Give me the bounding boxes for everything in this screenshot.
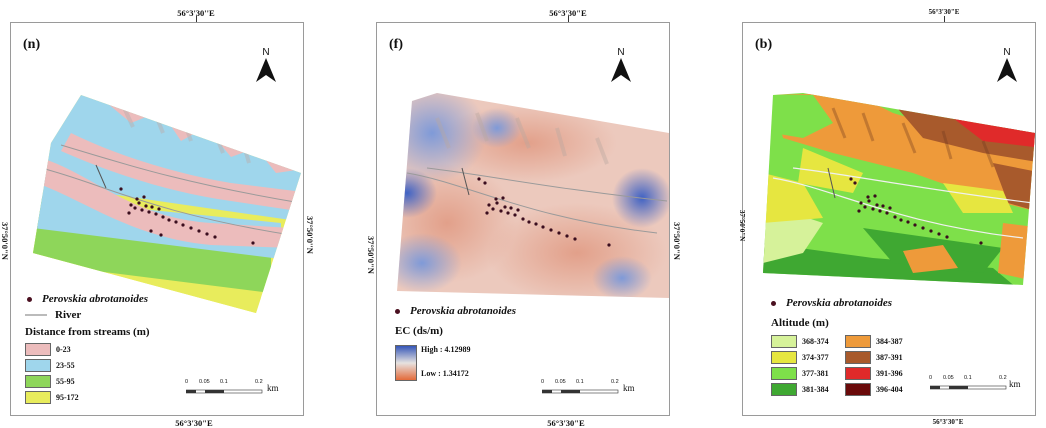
swatch-55-95	[25, 375, 51, 388]
bottom-coordinate-f: 56°3'30"E	[547, 418, 585, 428]
north-arrow: N	[609, 47, 633, 87]
left-coordinate-n: 37°50'0"N	[0, 222, 10, 260]
panel-label: (n)	[23, 37, 41, 52]
legend-species: Perovskia abrotanoides	[395, 305, 516, 317]
north-arrow: N	[995, 47, 1019, 87]
swatch-381-384	[771, 383, 797, 396]
map-panel-f: (f) N	[376, 22, 670, 416]
swatch-387-391	[845, 351, 871, 364]
coordinate-tick	[944, 16, 945, 22]
river-line-icon	[25, 314, 47, 317]
ec-color-ramp	[395, 345, 417, 381]
north-arrow-icon	[611, 58, 631, 82]
top-coordinate-n: 56°3'30''E	[177, 8, 215, 18]
legend-title: Altitude (m)	[771, 317, 829, 329]
bottom-coordinate-n: 56°3'30"E	[175, 418, 213, 428]
legend-species: Perovskia abrotanoides	[27, 293, 148, 305]
legend-class: 374-377	[771, 351, 829, 364]
legend-class: 387-391	[845, 351, 903, 364]
legend-class: 391-396	[845, 367, 903, 380]
legend-river: River	[25, 309, 81, 321]
altitude-map	[763, 93, 1035, 285]
legend-class: 381-384	[771, 383, 829, 396]
occurrence-points	[119, 187, 255, 245]
swatch-0-23	[25, 343, 51, 356]
legend-class: 384-387	[845, 335, 903, 348]
panel-label: (f)	[389, 37, 403, 52]
swatch-23-55	[25, 359, 51, 372]
top-coordinate-f: 56°3'30"E	[549, 8, 587, 18]
north-arrow: N	[254, 47, 278, 87]
north-arrow-icon	[256, 58, 276, 82]
species-dot-icon	[771, 300, 776, 306]
map-panel-b: (b) N	[742, 22, 1036, 416]
legend-class: 95-172	[25, 391, 79, 404]
legend-title: Distance from streams (m)	[25, 326, 150, 338]
species-dot-icon	[27, 296, 32, 302]
top-coordinate-b: 56°3'30"E	[928, 8, 960, 16]
legend-species: Perovskia abrotanoides	[771, 297, 892, 309]
occurrence-points	[849, 177, 983, 245]
occurrence-points	[477, 177, 611, 247]
scale-bar: 0 0.05 0.1 0.2 km	[541, 379, 635, 394]
left-coordinate-f: 37°50'0"N	[366, 236, 376, 274]
distance-map	[33, 95, 301, 313]
species-dot-icon	[395, 308, 400, 314]
legend-class: 368-374	[771, 335, 829, 348]
legend-class: 377-381	[771, 367, 829, 380]
map-panel-n: (n) N Perovs	[10, 22, 304, 416]
panel-label: (b)	[755, 37, 773, 52]
swatch-374-377	[771, 351, 797, 364]
coordinate-tick	[196, 16, 197, 22]
ramp-high-label: High : 4.12989	[421, 345, 471, 354]
swatch-368-374	[771, 335, 797, 348]
legend-title: EC (ds/m)	[395, 325, 443, 337]
legend-class: 23-55	[25, 359, 75, 372]
ec-map	[397, 93, 669, 298]
swatch-377-381	[771, 367, 797, 380]
bottom-coordinate-b: 56°3'30"E	[932, 418, 964, 426]
scale-bar: 0 0.05 0.1 0.2 km	[929, 375, 1021, 390]
swatch-384-387	[845, 335, 871, 348]
legend-class: 396-404	[845, 383, 903, 396]
right-coordinate-n: 37°50'0''N	[305, 216, 315, 254]
coordinate-tick	[568, 16, 569, 22]
left-coordinate-b: 37°50'0"N	[738, 210, 746, 242]
right-coordinate-f: 37°50'0"N	[672, 222, 682, 260]
swatch-391-396	[845, 367, 871, 380]
swatch-95-172	[25, 391, 51, 404]
swatch-396-404	[845, 383, 871, 396]
ramp-low-label: Low : 1.34172	[421, 369, 469, 378]
legend-class: 55-95	[25, 375, 75, 388]
scale-bar: 0 0.05 0.1 0.2 km	[185, 379, 279, 394]
north-arrow-icon	[997, 58, 1017, 82]
legend-class: 0-23	[25, 343, 71, 356]
